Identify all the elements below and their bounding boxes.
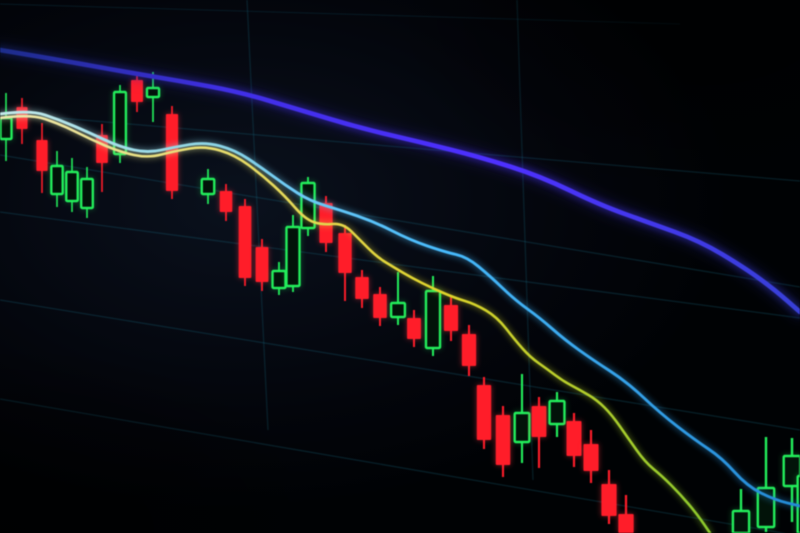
bearish-candle: [238, 199, 252, 286]
bearish-candle: [583, 430, 599, 483]
bullish-candle: [50, 151, 64, 207]
bullish-candle: [0, 93, 13, 161]
bullish-candle: [513, 374, 531, 463]
candle-body: [373, 294, 387, 318]
bearish-candle: [16, 98, 28, 144]
candle-body: [601, 484, 617, 516]
bearish-candle: [476, 377, 492, 449]
bearish-candle: [566, 413, 582, 467]
candle-body: [583, 444, 599, 471]
candle-body: [200, 177, 216, 196]
candle-body: [79, 177, 95, 210]
candle-body: [271, 269, 287, 290]
bearish-candle: [461, 325, 477, 376]
bullish-candle: [200, 169, 216, 204]
h-gridline: [0, 3, 681, 25]
h-gridline: [0, 154, 800, 288]
bullish-candle: [731, 489, 751, 533]
v-gridline: [516, 0, 534, 481]
bullish-candle: [285, 215, 301, 292]
bearish-candle: [495, 406, 511, 477]
bullish-candle: [756, 437, 776, 532]
bullish-candle: [79, 167, 95, 218]
candle-body: [407, 318, 421, 339]
candle-body: [566, 421, 582, 456]
candle-body: [238, 206, 252, 278]
candle-body: [285, 225, 301, 288]
candle-body: [65, 170, 79, 203]
candle-body: [513, 411, 531, 444]
h-gridline: [0, 299, 800, 431]
h-gridline: [0, 398, 787, 533]
candle-body: [255, 247, 269, 282]
bearish-candle: [355, 270, 369, 308]
ma-glow: [0, 113, 713, 533]
candle-body: [36, 140, 48, 171]
bearish-candle: [338, 225, 352, 301]
bearish-candle: [443, 296, 459, 341]
candle-body: [531, 406, 547, 437]
candle-body: [355, 277, 369, 299]
candle-body: [548, 399, 566, 426]
bullish-candle: [548, 392, 566, 437]
bullish-candle: [271, 262, 287, 295]
candle-body: [618, 514, 634, 533]
candle-body: [476, 385, 492, 440]
bearish-candle: [219, 184, 233, 221]
candle-body: [461, 334, 477, 366]
candle-body: [389, 301, 407, 319]
candle-body: [338, 233, 352, 273]
candle-body: [145, 86, 161, 99]
bearish-candle: [36, 123, 48, 193]
candle-body: [0, 116, 13, 141]
bullish-candle: [300, 177, 316, 236]
candle-body: [495, 415, 511, 465]
ma-core: [0, 114, 712, 533]
bearish-candle: [407, 310, 421, 347]
candle-body: [219, 191, 233, 212]
bearish-candle: [373, 287, 387, 326]
bearish-candle: [601, 470, 617, 524]
bearish-candle: [618, 495, 634, 533]
candle-body: [50, 164, 64, 196]
bearish-candle: [531, 397, 547, 468]
fast-ma-yellow-line: [0, 113, 713, 533]
candle-body: [731, 509, 751, 533]
bullish-candle: [389, 272, 407, 325]
candle-body: [424, 289, 442, 350]
candle-body: [443, 305, 459, 331]
